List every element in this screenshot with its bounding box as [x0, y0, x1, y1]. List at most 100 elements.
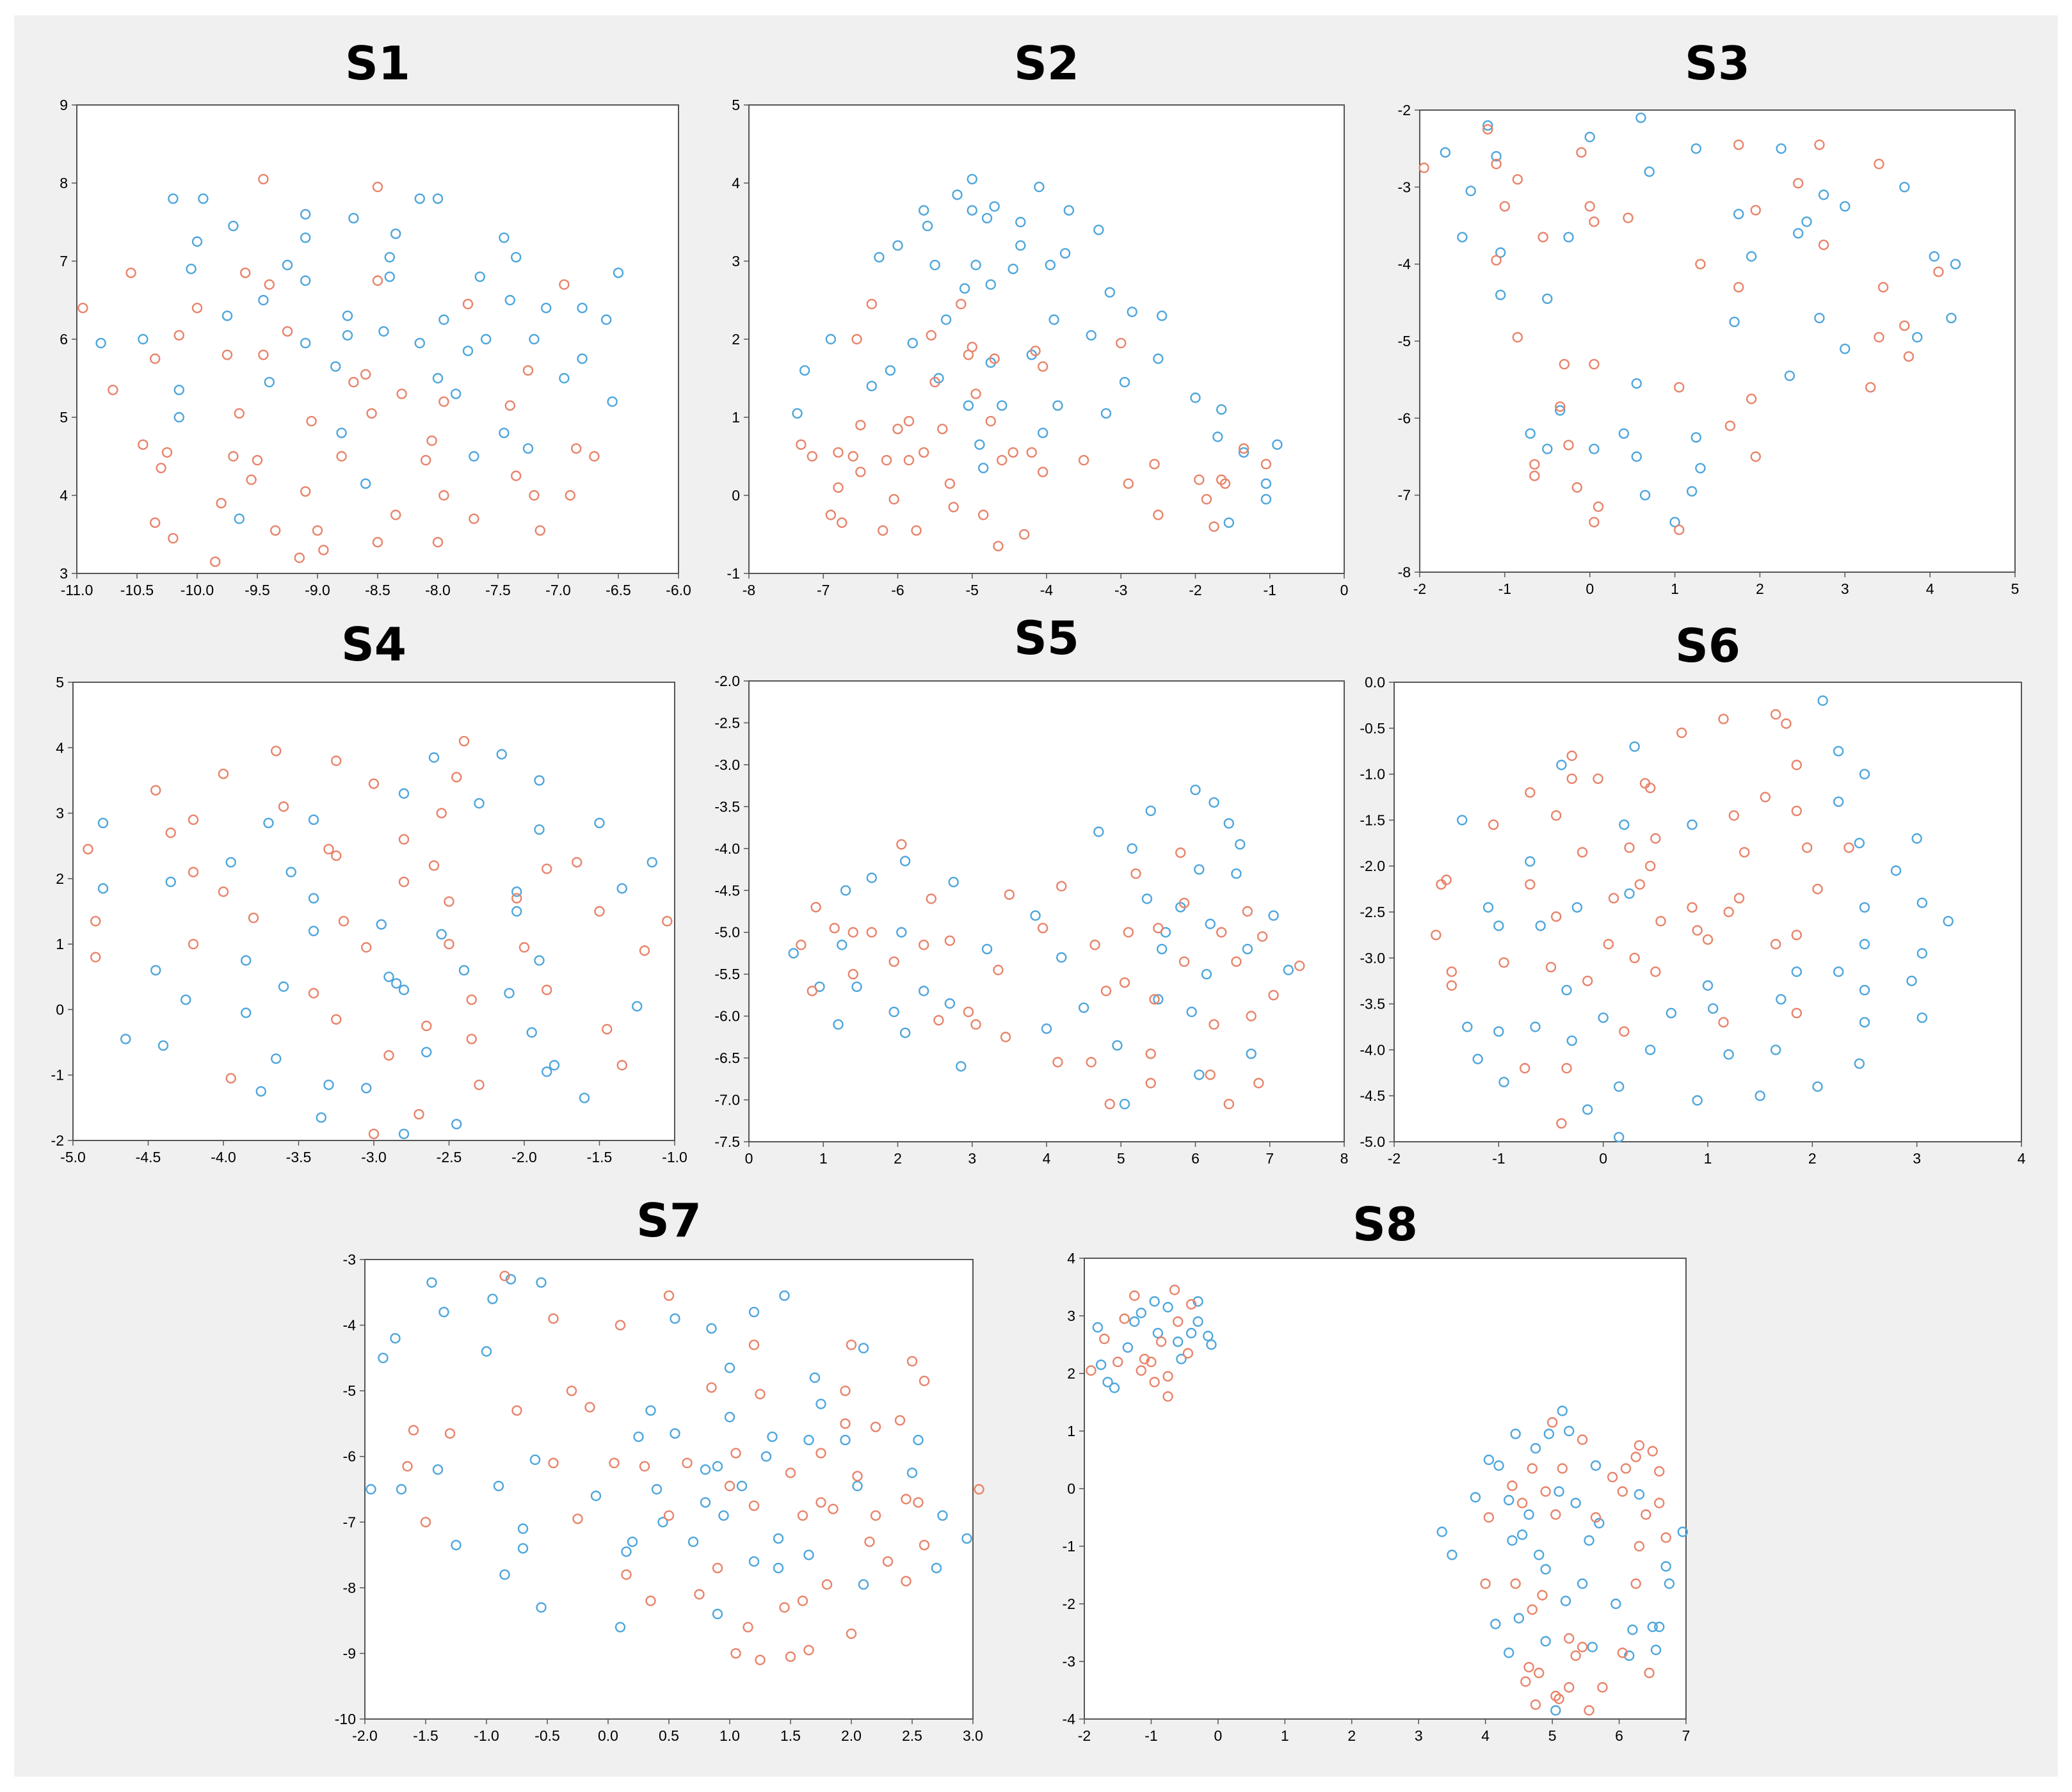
y-tick-label: -2 [1398, 102, 1411, 118]
data-point-orange [218, 886, 229, 897]
data-point-blue [1755, 1090, 1765, 1101]
data-point-blue [1563, 232, 1574, 243]
data-point-blue [1109, 1382, 1120, 1393]
data-point-blue [511, 906, 522, 917]
data-point-orange [1498, 957, 1509, 968]
data-point-blue [1729, 316, 1740, 328]
data-point-orange [796, 940, 807, 950]
data-point-orange [150, 785, 161, 796]
y-tick-label: -4.0 [714, 840, 740, 857]
data-point-blue [384, 271, 395, 282]
data-point-orange [974, 1484, 984, 1495]
data-point-blue [809, 1372, 821, 1383]
data-point-orange [1246, 1011, 1257, 1021]
data-point-blue [579, 1092, 590, 1103]
data-point-orange [1523, 1661, 1534, 1673]
data-point-orange [1491, 159, 1502, 170]
y-tick-label: 0.0 [1365, 674, 1385, 691]
data-point-orange [1692, 925, 1703, 936]
data-point-blue [1631, 451, 1642, 462]
data-point-orange [1597, 1682, 1608, 1693]
data-point-blue [481, 333, 492, 345]
data-point-blue [138, 333, 149, 345]
data-point-orange [1507, 1480, 1518, 1491]
x-tick-label: 4 [2018, 1150, 2026, 1167]
x-tick-label: 2 [1808, 1150, 1817, 1167]
x-tick-label: -4 [1040, 582, 1054, 598]
data-point-orange [474, 1079, 485, 1091]
data-point-orange [308, 988, 319, 999]
data-point-blue [773, 1562, 784, 1574]
x-tick-label: -2 [1189, 582, 1201, 598]
data-point-orange [913, 1497, 924, 1508]
data-point-blue [1482, 120, 1493, 131]
data-point-blue [736, 1480, 748, 1492]
x-tick-label: 0.0 [598, 1727, 618, 1744]
data-point-blue [1045, 259, 1056, 271]
y-tick-label: 2 [1067, 1365, 1075, 1382]
data-point-orange [785, 1468, 796, 1478]
data-point-blue [851, 981, 862, 993]
data-point-orange [963, 1006, 974, 1018]
data-point-blue [627, 1536, 638, 1548]
data-point-blue [95, 337, 106, 349]
x-tick-label: -8 [743, 582, 755, 598]
data-point-blue [1899, 182, 1910, 193]
data-point-blue [1570, 1498, 1581, 1508]
data-point-orange [1589, 358, 1600, 370]
data-point-orange [462, 298, 474, 310]
data-point-blue [1911, 833, 1922, 844]
data-point-blue [1566, 1035, 1577, 1046]
data-point-blue [712, 1460, 723, 1472]
data-point-blue [616, 883, 627, 894]
data-point-blue [1776, 994, 1787, 1005]
data-point-orange [1534, 1667, 1545, 1679]
data-point-blue [255, 1086, 266, 1097]
data-point-blue [1162, 1302, 1173, 1313]
data-point-orange [458, 735, 470, 747]
y-tick-label: 4 [732, 175, 740, 191]
data-point-blue [815, 1398, 826, 1409]
data-point-orange [1695, 259, 1706, 269]
data-point-blue [511, 886, 522, 897]
data-point-orange [888, 493, 899, 505]
data-point-orange [408, 1425, 419, 1436]
x-tick-label: -7.0 [545, 582, 571, 598]
data-point-orange [1178, 897, 1190, 909]
data-point-orange [797, 1510, 808, 1521]
data-point-orange [1647, 1446, 1658, 1457]
data-point-blue [594, 817, 605, 829]
data-point-orange [1718, 714, 1729, 724]
data-point-orange [1525, 787, 1536, 798]
data-point-blue [1859, 902, 1870, 913]
data-point-orange [390, 509, 401, 520]
data-point-blue [1660, 1561, 1671, 1572]
x-tick-label: 1 [1281, 1727, 1289, 1744]
data-point-orange [662, 916, 673, 927]
data-point-blue [1059, 248, 1071, 259]
panel-title: S6 [1675, 619, 1740, 673]
data-point-orange [852, 1471, 863, 1482]
data-point-blue [1205, 918, 1216, 929]
data-point-orange [1629, 952, 1640, 964]
y-tick-label: 1 [732, 409, 740, 426]
data-point-blue [499, 428, 510, 438]
data-point-blue [970, 259, 981, 271]
data-point-blue [426, 1277, 437, 1288]
data-point-orange [609, 1457, 620, 1469]
data-point-blue [590, 1491, 602, 1501]
data-point-orange [1644, 1667, 1655, 1679]
data-point-orange [903, 415, 915, 427]
data-point-orange [1660, 1532, 1671, 1543]
data-point-blue [1152, 1327, 1164, 1339]
data-point-orange [970, 388, 981, 399]
data-point-blue [1206, 1339, 1217, 1350]
data-point-orange [985, 415, 997, 427]
data-point-blue [1185, 1327, 1197, 1339]
data-point-orange [331, 850, 342, 861]
data-point-orange [896, 839, 907, 850]
data-point-blue [1194, 864, 1205, 875]
x-tick-label: 1 [1704, 1150, 1712, 1167]
data-point-orange [977, 509, 989, 520]
data-point-orange [1260, 459, 1272, 470]
